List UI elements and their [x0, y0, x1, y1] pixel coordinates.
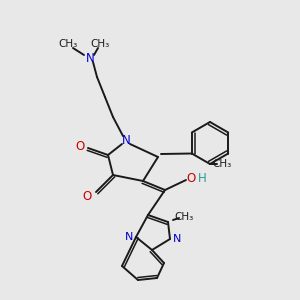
Text: CH₃: CH₃ [174, 212, 194, 222]
Text: H: H [198, 172, 206, 185]
Text: CH₃: CH₃ [212, 159, 232, 169]
Text: O: O [75, 140, 85, 154]
Text: N: N [125, 232, 133, 242]
Text: N: N [85, 52, 94, 64]
Text: O: O [82, 190, 91, 202]
Text: N: N [173, 234, 181, 244]
Text: CH₃: CH₃ [58, 39, 78, 49]
Text: O: O [186, 172, 196, 185]
Text: N: N [122, 134, 130, 146]
Text: CH₃: CH₃ [90, 39, 110, 49]
